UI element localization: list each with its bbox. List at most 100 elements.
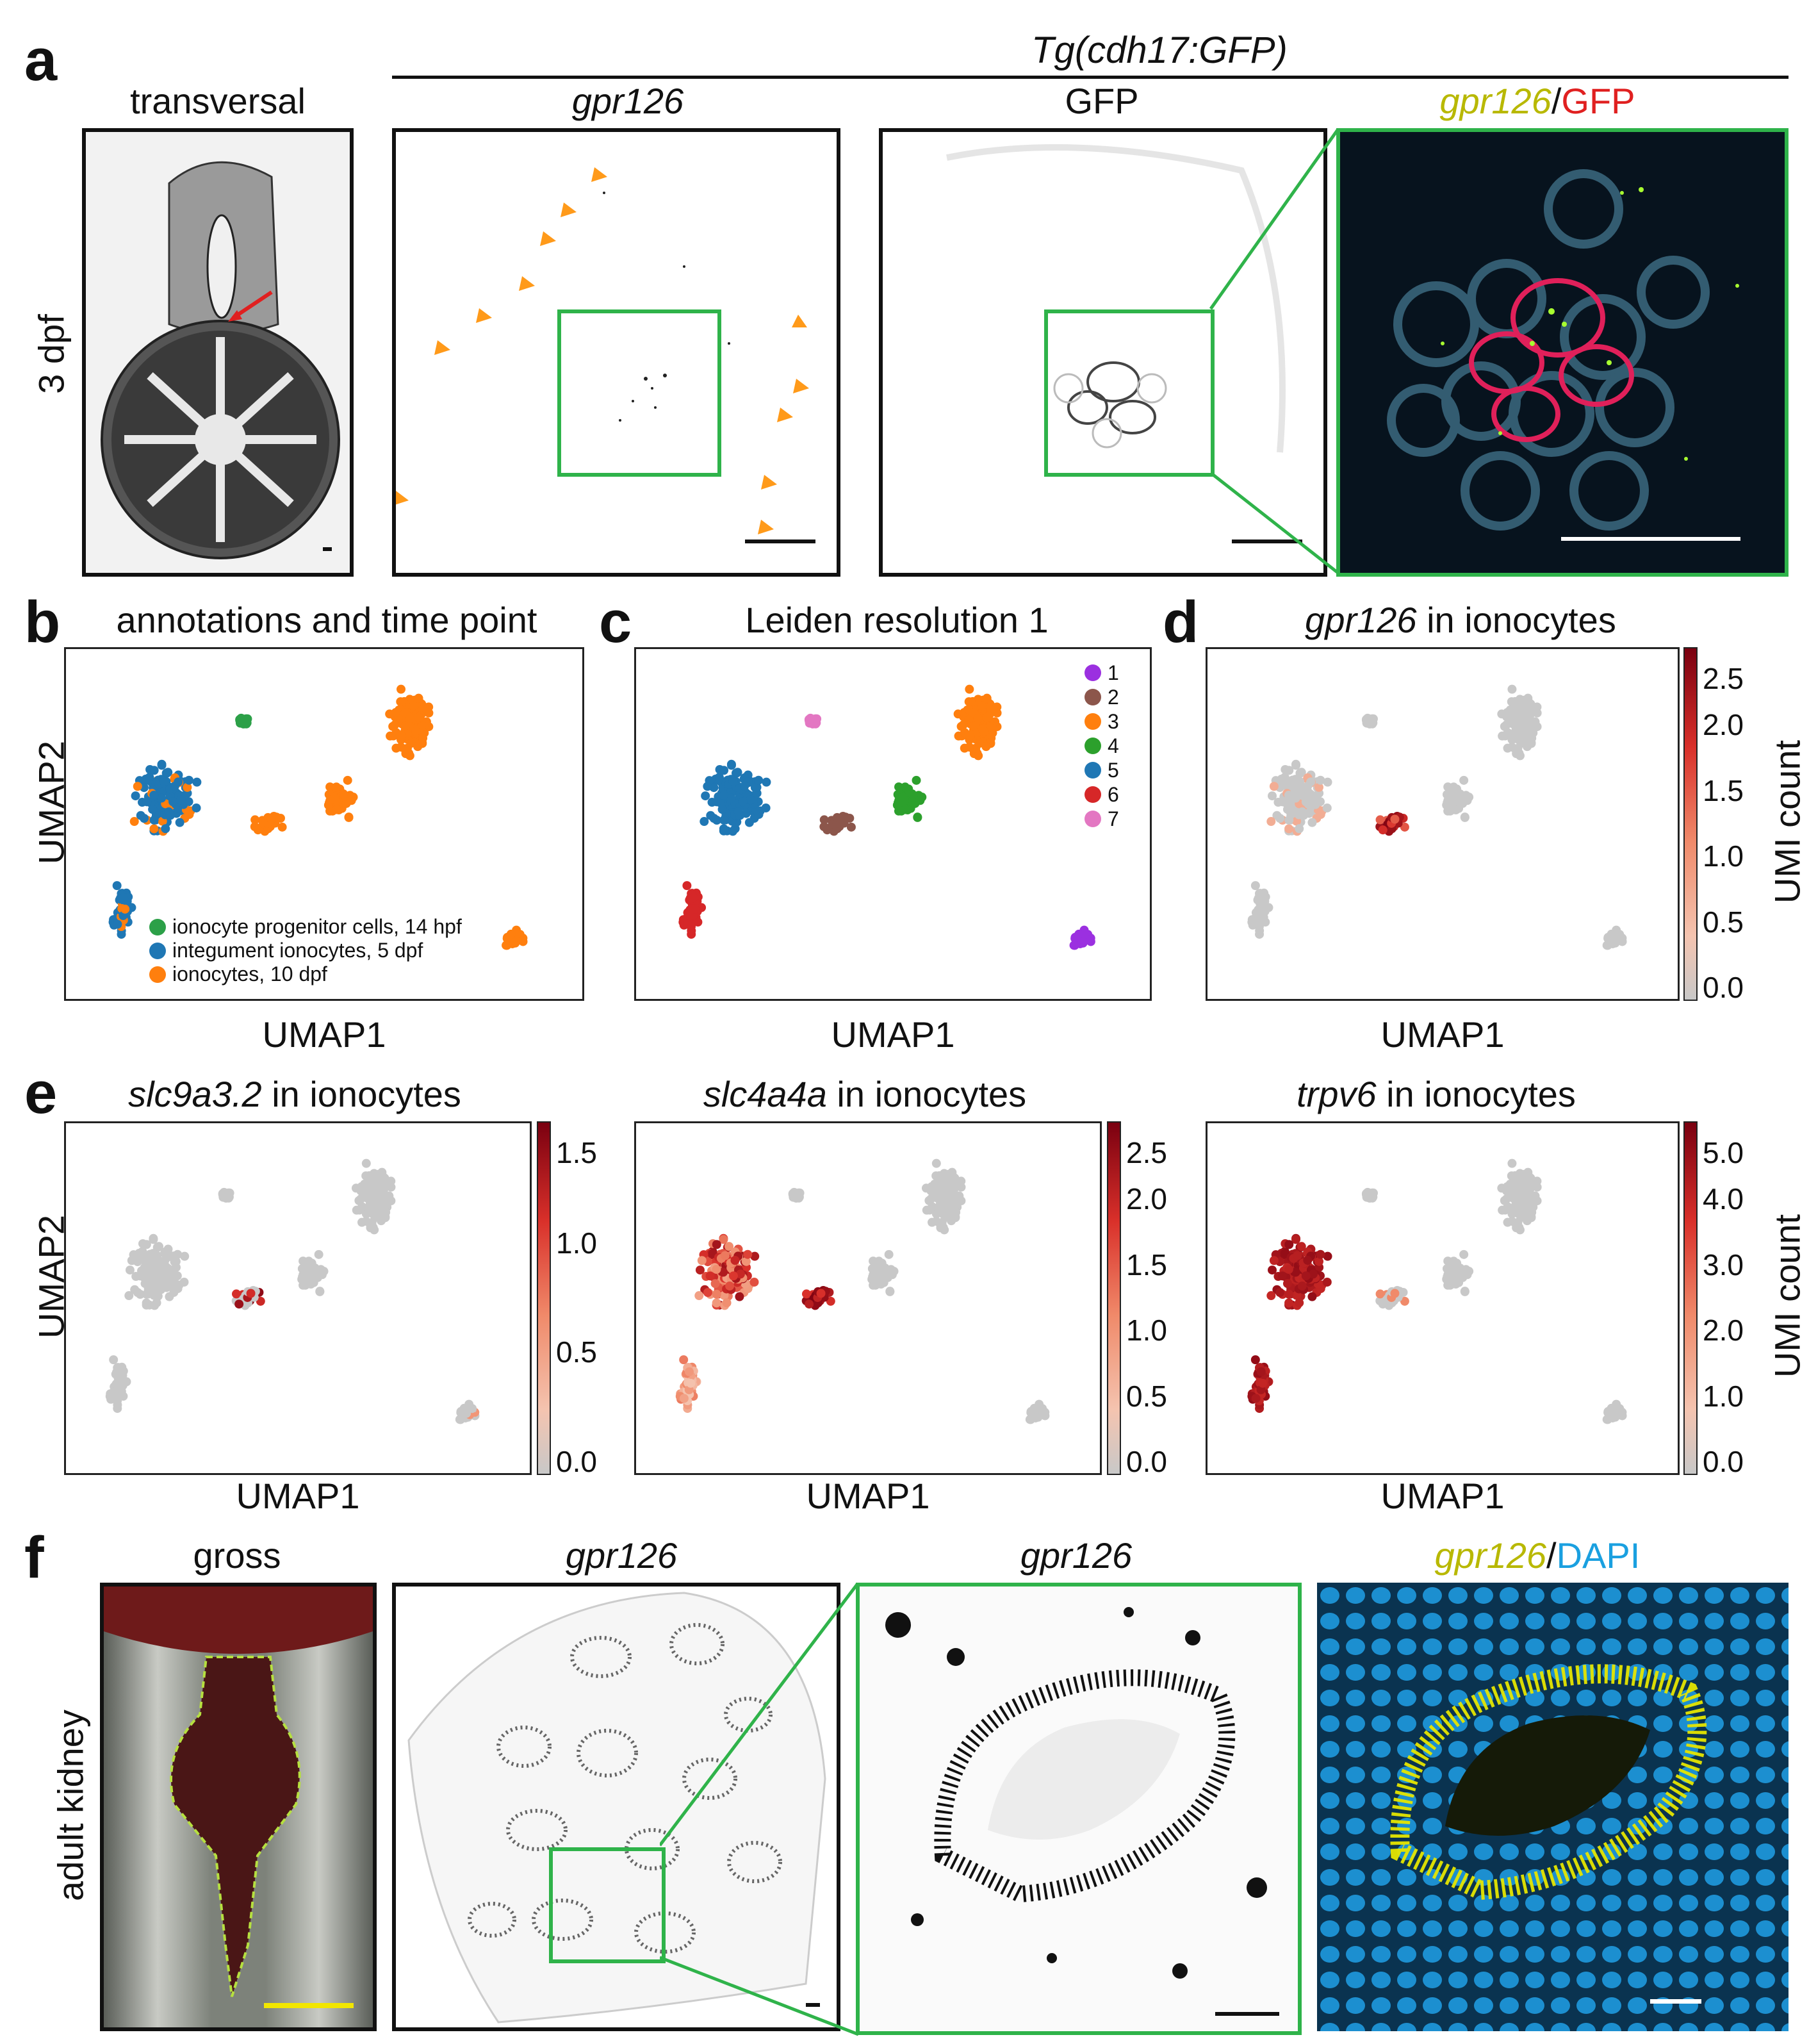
umap-point — [690, 904, 700, 914]
plot-e2 — [634, 1121, 1102, 1475]
umap-point — [719, 815, 729, 825]
umap-point — [717, 805, 727, 814]
umap-point — [168, 797, 178, 807]
umap-point — [113, 919, 122, 929]
umap-point — [506, 929, 516, 939]
umap-point — [133, 782, 142, 791]
umap-point — [1523, 1187, 1533, 1196]
umap-point — [720, 1251, 730, 1260]
umap-point — [1301, 1271, 1311, 1281]
title-d-rest: in ionocytes — [1416, 600, 1616, 640]
umap-point — [112, 881, 122, 891]
legend-label: ionocytes, 10 dpf — [172, 962, 327, 985]
umap-point — [967, 698, 976, 707]
umap-point — [1314, 782, 1323, 792]
umap-point — [1322, 803, 1332, 812]
umap-point — [1275, 1288, 1285, 1298]
colorbar-e1 — [537, 1121, 551, 1475]
title-c: Leiden resolution 1 — [745, 600, 1049, 640]
title-gfp: GFP — [1065, 81, 1139, 121]
umap-point — [175, 818, 184, 827]
umap-point — [140, 814, 149, 823]
umap-point — [414, 713, 423, 722]
umap-point — [159, 777, 168, 786]
umap-point — [741, 1257, 751, 1266]
umap-point — [1602, 1415, 1612, 1424]
legend-item: ionocyte progenitor cells, 14 hpf — [149, 915, 462, 939]
umap-point — [1455, 1264, 1465, 1273]
umap-point — [1378, 825, 1387, 835]
side-label-3dpf: 3 dpf — [31, 314, 72, 394]
umap-point — [405, 714, 414, 723]
umap-point — [1449, 805, 1459, 814]
merge-gene-label: gpr126 — [1439, 81, 1551, 121]
legend-b: ionocyte progenitor cells, 14 hpf integum… — [149, 915, 462, 986]
umap-point — [413, 742, 423, 752]
umap-point — [502, 941, 511, 950]
umap-point — [253, 825, 263, 835]
umap-point — [926, 1194, 936, 1204]
umap-point — [1250, 881, 1260, 891]
umap-point — [703, 1288, 712, 1298]
umap-point — [397, 684, 406, 694]
umap-point — [913, 812, 922, 822]
umap-point — [1515, 714, 1525, 723]
umap-point — [965, 742, 974, 752]
panel-letter-f: f — [24, 1525, 44, 1590]
umap-point — [149, 766, 159, 775]
colorbar-d — [1683, 647, 1698, 1001]
umap-point — [129, 817, 139, 827]
umap-point — [1509, 698, 1518, 707]
umap-point — [149, 1235, 158, 1244]
panel-letter-b: b — [24, 589, 61, 655]
umap-point — [1400, 1296, 1409, 1306]
title-merge-dapi: gpr126/DAPI — [1313, 1538, 1762, 1574]
title-e1-rest: in ionocytes — [261, 1074, 461, 1114]
umap-point — [982, 693, 992, 703]
umap-point — [1390, 814, 1400, 824]
umap-point — [887, 1270, 897, 1280]
umap-point — [979, 727, 989, 736]
umap-point — [846, 822, 856, 832]
legend-item: 1 — [1085, 661, 1119, 685]
umap-point — [1503, 728, 1512, 738]
umap-point — [356, 1194, 366, 1204]
panel-letter-c: c — [599, 589, 632, 655]
umap-point — [1390, 1289, 1400, 1298]
umap-point — [176, 795, 186, 805]
umap-point — [805, 714, 815, 724]
colorbar-tick: 0.5 — [1703, 905, 1744, 939]
umap-point — [1518, 1175, 1528, 1185]
umap-point — [1029, 1403, 1039, 1413]
umap-point — [236, 714, 246, 724]
umap-point — [712, 1289, 721, 1299]
plot-b: ionocyte progenitor cells, 14 hpf integum… — [64, 647, 584, 1001]
umap-point — [1518, 701, 1528, 711]
umap-point — [1323, 1251, 1332, 1261]
umap-point — [165, 1269, 175, 1279]
umap-point — [1074, 929, 1084, 939]
umap-point — [943, 1175, 953, 1185]
umap-point — [314, 1249, 323, 1259]
umap-point — [183, 782, 192, 792]
umap-point — [347, 796, 356, 805]
umap-point — [894, 782, 904, 792]
umap-point — [369, 1188, 379, 1198]
legend-swatch — [1085, 664, 1101, 681]
umap-point — [361, 1158, 371, 1168]
umap-point — [1251, 1394, 1261, 1403]
umap-point — [1291, 1267, 1300, 1277]
umap-point — [377, 1167, 387, 1177]
umap-point — [406, 739, 416, 748]
umap-point — [1251, 919, 1261, 929]
umap-point — [192, 777, 202, 787]
merge-f-gene: gpr126 — [1434, 1535, 1547, 1576]
umap-point — [396, 742, 405, 752]
umap-point — [1258, 1378, 1268, 1388]
umap-point — [819, 815, 829, 825]
umap-point — [1297, 1282, 1307, 1291]
legend-item: 2 — [1085, 685, 1119, 709]
umap-point — [150, 1251, 160, 1260]
colorbar-tick: 2.0 — [1126, 1182, 1167, 1216]
umap-point — [722, 1298, 732, 1308]
